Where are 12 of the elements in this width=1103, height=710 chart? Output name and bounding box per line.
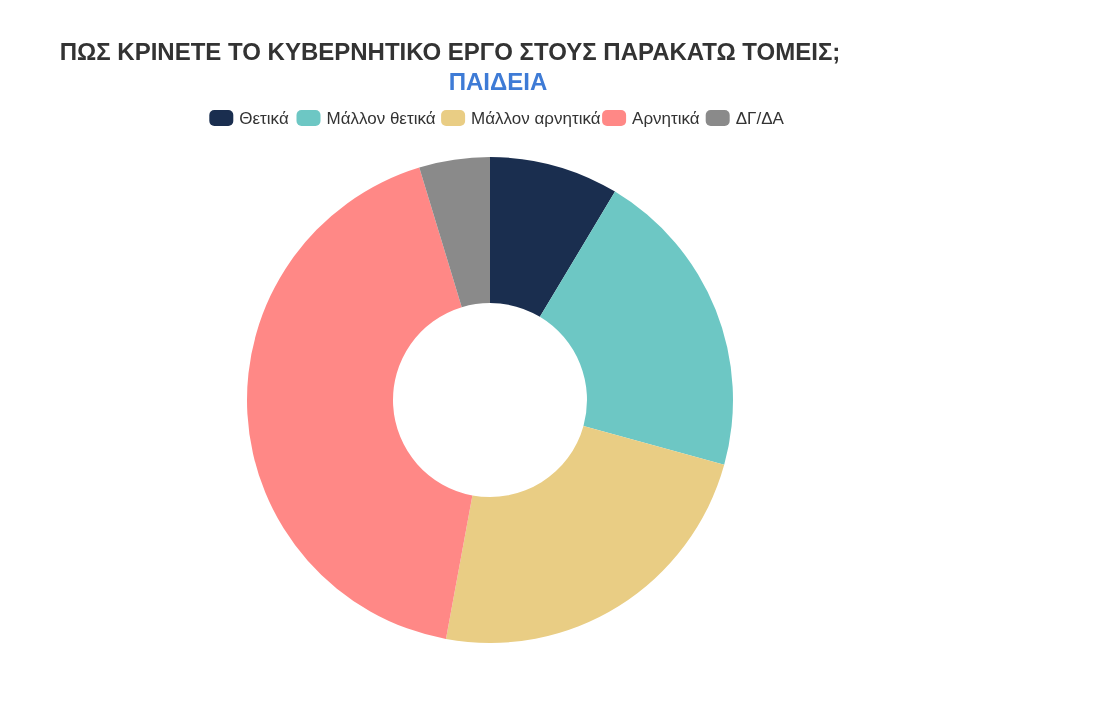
legend-label: Αρνητικά	[632, 109, 700, 128]
donut-slice	[539, 191, 733, 465]
donut-slice	[419, 157, 490, 308]
chart-subtitle: ΠΑΙΔΕΙΑ	[448, 68, 548, 95]
legend-label: Θετικά	[239, 109, 289, 128]
legend-label: Μάλλον θετικά	[326, 109, 436, 128]
donut-slice	[247, 167, 473, 639]
donut-slice	[490, 157, 616, 317]
chart-title: ΠΩΣ ΚΡΙΝΕΤΕ ΤΟ ΚΥΒΕΡΝΗΤΙΚΟ ΕΡΓΟ ΣΤΟΥΣ ΠΑΡΑΚΑΤΩ ΤΟΜΕΙΣ;	[59, 38, 841, 65]
legend-label: Μάλλον αρνητικά	[471, 109, 601, 128]
donut-slice	[445, 425, 725, 643]
legend-label: ΔΓ/ΔΑ	[735, 109, 785, 128]
